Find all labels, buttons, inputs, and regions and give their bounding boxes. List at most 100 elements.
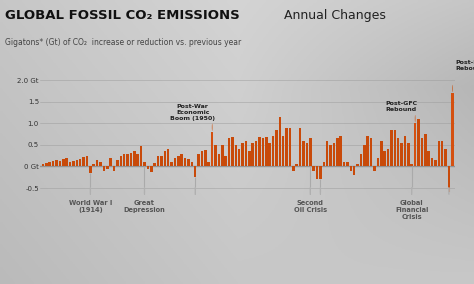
Bar — [370, 139, 373, 166]
Bar — [380, 141, 383, 166]
Bar — [221, 145, 224, 166]
Bar — [447, 166, 450, 192]
Bar — [160, 156, 163, 166]
Bar — [404, 136, 406, 166]
Bar — [377, 158, 379, 166]
Bar — [72, 161, 75, 166]
Bar — [214, 145, 217, 166]
Bar — [170, 162, 173, 166]
Bar — [218, 154, 220, 166]
Bar — [407, 143, 410, 166]
Text: Post-GFC
Rebound: Post-GFC Rebound — [385, 101, 417, 112]
Bar — [275, 130, 278, 166]
Bar — [86, 156, 88, 166]
Bar — [59, 161, 61, 166]
Text: Gigatons* (Gt) of CO₂  increase or reduction vs. previous year: Gigatons* (Gt) of CO₂ increase or reduct… — [5, 38, 241, 47]
Bar — [306, 143, 308, 166]
Bar — [42, 164, 44, 166]
Bar — [140, 146, 142, 166]
Text: Great
Depression: Great Depression — [124, 200, 165, 213]
Bar — [109, 158, 112, 166]
Bar — [360, 154, 362, 166]
Bar — [397, 139, 400, 166]
Bar — [410, 164, 413, 166]
Bar — [113, 166, 115, 171]
Bar — [106, 166, 109, 169]
Bar — [55, 160, 58, 166]
Bar — [366, 136, 369, 166]
Bar — [343, 162, 346, 166]
Bar — [75, 160, 78, 166]
Bar — [383, 151, 386, 166]
Bar — [99, 162, 102, 166]
Bar — [45, 163, 48, 166]
Bar — [123, 154, 126, 166]
Bar — [241, 143, 244, 166]
Bar — [137, 154, 139, 166]
Bar — [224, 156, 227, 166]
Bar — [133, 151, 136, 166]
Bar — [258, 137, 261, 166]
Bar — [262, 139, 264, 166]
Bar — [252, 143, 254, 166]
Bar — [92, 164, 95, 166]
Bar — [329, 145, 332, 166]
Bar — [69, 162, 71, 166]
Bar — [292, 166, 295, 171]
Bar — [387, 149, 389, 166]
Circle shape — [144, 187, 145, 195]
Bar — [130, 153, 132, 166]
Bar — [167, 149, 169, 166]
Bar — [177, 156, 180, 166]
Bar — [414, 123, 416, 166]
Bar — [48, 162, 51, 166]
Bar — [181, 154, 183, 166]
Bar — [353, 166, 356, 175]
Text: Annual Changes: Annual Changes — [284, 9, 386, 22]
Bar — [282, 136, 284, 166]
Text: GLOBAL FOSSIL CO₂ EMISSIONS: GLOBAL FOSSIL CO₂ EMISSIONS — [5, 9, 239, 22]
Bar — [89, 166, 91, 173]
Bar — [79, 159, 82, 166]
Bar — [164, 151, 166, 166]
Bar — [441, 141, 444, 166]
Bar — [228, 139, 230, 166]
Bar — [201, 151, 203, 166]
Circle shape — [320, 187, 321, 195]
Bar — [268, 143, 271, 166]
Bar — [333, 143, 335, 166]
Bar — [154, 163, 156, 166]
Bar — [431, 158, 433, 166]
Bar — [302, 141, 305, 166]
Bar — [191, 162, 193, 166]
Text: Post-Pandemic
Rebound: Post-Pandemic Rebound — [455, 60, 474, 71]
Bar — [295, 164, 298, 166]
Bar — [102, 166, 105, 171]
Bar — [197, 154, 200, 166]
Bar — [309, 139, 311, 166]
Bar — [289, 128, 291, 166]
Bar — [417, 119, 420, 166]
Bar — [272, 136, 274, 166]
Bar — [326, 141, 328, 166]
Text: Second
Oil Crisis: Second Oil Crisis — [294, 200, 327, 213]
Bar — [322, 162, 325, 166]
Bar — [119, 156, 122, 166]
Bar — [434, 160, 437, 166]
Bar — [346, 162, 349, 166]
Bar — [428, 151, 430, 166]
Text: Global
Financial
Crisis: Global Financial Crisis — [395, 200, 428, 220]
Bar — [116, 160, 118, 166]
Bar — [373, 166, 376, 171]
Text: Post-War
Economic
Boom (1950): Post-War Economic Boom (1950) — [170, 104, 215, 121]
Bar — [62, 159, 64, 166]
Bar — [194, 166, 197, 177]
Bar — [285, 128, 288, 166]
Bar — [255, 141, 257, 166]
Bar — [204, 150, 207, 166]
Bar — [401, 143, 403, 166]
Bar — [187, 159, 190, 166]
Bar — [265, 137, 267, 166]
Bar — [235, 145, 237, 166]
Bar — [393, 130, 396, 166]
